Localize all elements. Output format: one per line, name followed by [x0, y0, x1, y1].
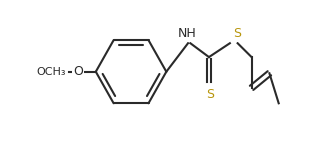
- Text: O: O: [73, 65, 83, 78]
- Text: OCH₃: OCH₃: [36, 67, 66, 77]
- Text: NH: NH: [178, 28, 196, 40]
- Text: S: S: [206, 87, 214, 101]
- Text: S: S: [233, 28, 241, 40]
